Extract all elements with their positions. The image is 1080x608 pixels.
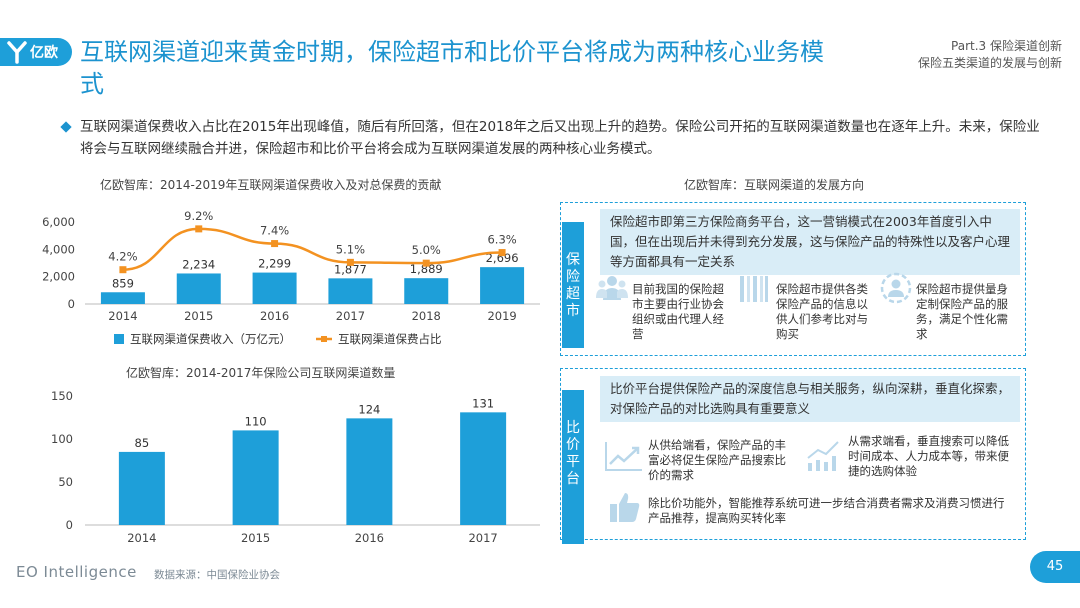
bullet-icon bbox=[60, 121, 72, 133]
x-tick-label: 2016 bbox=[355, 531, 384, 545]
line-point bbox=[119, 266, 127, 274]
bar bbox=[252, 272, 297, 304]
line-point bbox=[498, 249, 506, 257]
bar bbox=[480, 267, 525, 304]
bar-data-label: 2,234 bbox=[182, 257, 215, 271]
y-tick-label: 0 bbox=[68, 297, 75, 311]
summary-text: 互联网渠道保费收入占比在2015年出现峰值，随后有所回落，但在2018年之后又出… bbox=[80, 119, 1040, 157]
bar bbox=[232, 430, 279, 525]
bar-data-label: 85 bbox=[135, 436, 150, 450]
bar-growth-icon bbox=[807, 441, 839, 471]
right-panel-title: 亿欧智库：互联网渠道的发展方向 bbox=[684, 178, 865, 192]
comparison-highlight: 比价平台提供保险产品的深度信息与相关服务，纵向深耕，垂直化探索，对保险产品的对比… bbox=[600, 376, 1020, 422]
line-point bbox=[195, 225, 203, 233]
section-part: Part.3 保险渠道创新 bbox=[951, 39, 1062, 53]
comparison-item-3: 除比价功能外，智能推荐系统可进一步结合消费者需求及消费习惯进行产品推荐，提高购买… bbox=[648, 496, 1005, 525]
bar-data-label: 859 bbox=[112, 276, 134, 290]
legend-bar-swatch bbox=[114, 334, 124, 344]
line-data-label: 6.3% bbox=[487, 233, 516, 247]
logo-text: 亿欧 bbox=[30, 45, 58, 61]
y-tick-label: 4,000 bbox=[42, 242, 75, 256]
x-tick-label: 2019 bbox=[487, 309, 516, 323]
bar bbox=[404, 278, 449, 304]
bar-data-label: 2,696 bbox=[486, 251, 519, 265]
list-check-icon bbox=[740, 276, 768, 302]
page-title: 互联网渠道迎来黄金时期，保险超市和比价平台将成为两种核心业务模式 bbox=[80, 38, 824, 98]
chart2-channel-count: 0 50 100 150 85 2014 110 2015 124 2016 131 2017 bbox=[51, 389, 540, 545]
line-point bbox=[346, 258, 354, 266]
bar bbox=[460, 412, 507, 525]
comparison-label: 比价平台 bbox=[562, 390, 584, 544]
x-tick-label: 2018 bbox=[412, 309, 441, 323]
supermarket-highlight: 保险超市即第三方保险商务平台，这一营销模式在2003年首度引入中国，但在出现后并… bbox=[600, 209, 1020, 275]
section-label: Part.3 保险渠道创新 保险五类渠道的发展与创新 bbox=[918, 38, 1062, 72]
line-data-label: 9.2% bbox=[184, 209, 213, 223]
chart2-title: 亿欧智库：2014-2017年保险公司互联网渠道数量 bbox=[126, 366, 396, 380]
user-settings-icon bbox=[880, 272, 912, 304]
x-tick-label: 2015 bbox=[241, 531, 270, 545]
section-subtitle: 保险五类渠道的发展与创新 bbox=[917, 56, 1062, 70]
legend-line-label: 互联网渠道保费占比 bbox=[338, 332, 442, 346]
bar bbox=[176, 273, 221, 304]
supermarket-item-2: 保险超市提供各类保险产品的信息以供人们参考比对与购买 bbox=[776, 282, 868, 341]
chart1-title: 亿欧智库：2014-2019年互联网渠道保费收入及对总保费的贡献 bbox=[100, 178, 442, 192]
bar-data-label: 124 bbox=[358, 402, 380, 416]
supermarket-item-3: 保险超市提供量身定制保险产品的服务，满足个性化需求 bbox=[916, 282, 1008, 341]
y-tick-label: 0 bbox=[66, 518, 73, 532]
x-tick-label: 2017 bbox=[468, 531, 497, 545]
trend-up-icon bbox=[605, 442, 642, 471]
footer-brand: EO Intelligence bbox=[16, 563, 137, 581]
y-tick-label: 6,000 bbox=[42, 215, 75, 229]
footer-source: 数据来源：中国保险业协会 bbox=[154, 569, 280, 581]
page-number: 45 bbox=[1030, 551, 1080, 583]
bar-data-label: 1,889 bbox=[410, 262, 443, 276]
supermarket-label: 保险超市 bbox=[562, 222, 584, 348]
x-tick-label: 2015 bbox=[184, 309, 213, 323]
x-tick-label: 2017 bbox=[336, 309, 365, 323]
thumbs-up-icon bbox=[610, 493, 640, 522]
line-point bbox=[422, 259, 430, 267]
x-tick-label: 2016 bbox=[260, 309, 289, 323]
supermarket-item-1: 目前我国的保险超市主要由行业协会组织或由代理人经营 bbox=[632, 282, 724, 341]
x-tick-label: 2014 bbox=[127, 531, 156, 545]
x-tick-label: 2014 bbox=[108, 309, 137, 323]
comparison-item-1: 从供给端看，保险产品的丰富必将促生保险产品搜索比价的需求 bbox=[648, 438, 786, 482]
chart1-revenue-share: 0 2,000 4,000 6,000 859 2014 2,234 2015 2,299 201… bbox=[42, 209, 540, 346]
bar-data-label: 110 bbox=[245, 414, 267, 428]
people-icon bbox=[596, 276, 628, 300]
line-data-label: 5.0% bbox=[412, 243, 441, 257]
bar-data-label: 131 bbox=[472, 396, 494, 410]
line-data-label: 5.1% bbox=[336, 242, 365, 256]
legend-line-marker bbox=[321, 336, 327, 342]
bar bbox=[100, 292, 145, 304]
y-tick-label: 2,000 bbox=[42, 270, 75, 284]
bar-data-label: 2,299 bbox=[258, 257, 291, 271]
legend-bar-label: 互联网渠道保费收入（万亿元） bbox=[130, 332, 291, 346]
logo: 亿欧 bbox=[0, 38, 72, 66]
bar bbox=[346, 418, 393, 525]
y-tick-label: 100 bbox=[51, 432, 73, 446]
line-data-label: 4.2% bbox=[108, 250, 137, 264]
comparison-item-2: 从需求端看，垂直搜索可以降低时间成本、人力成本等，带来便捷的选购体验 bbox=[848, 434, 1009, 478]
logo-y-icon bbox=[7, 41, 27, 64]
bar-data-label: 1,877 bbox=[334, 262, 367, 276]
y-tick-label: 150 bbox=[51, 389, 73, 403]
bar bbox=[118, 451, 165, 525]
line-data-label: 7.4% bbox=[260, 224, 289, 238]
bar bbox=[328, 278, 373, 304]
series-line bbox=[122, 227, 503, 271]
line-point bbox=[271, 240, 279, 248]
y-tick-label: 50 bbox=[58, 475, 73, 489]
